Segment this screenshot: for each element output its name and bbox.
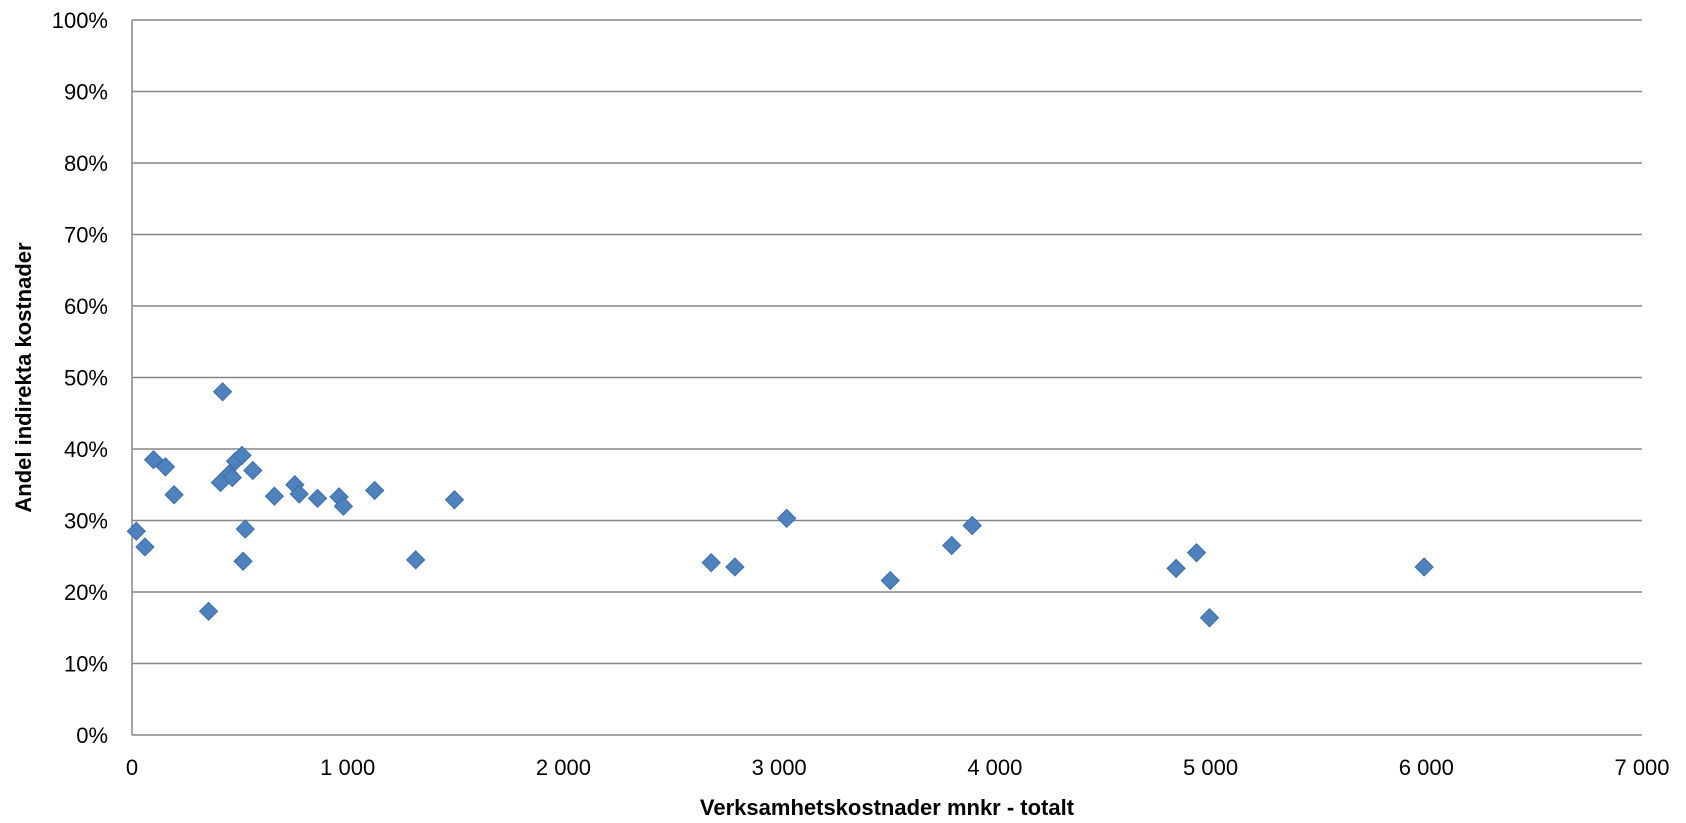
data-point — [942, 535, 962, 556]
y-tick-label: 40% — [64, 437, 108, 462]
data-point — [1199, 608, 1220, 628]
data-point — [289, 484, 309, 504]
data-point — [364, 480, 385, 501]
data-point — [725, 557, 745, 577]
gridlines — [132, 19, 1642, 736]
data-point — [155, 457, 176, 477]
data-point — [776, 508, 797, 529]
data-point — [264, 486, 285, 506]
data-point — [1414, 557, 1434, 577]
x-tick-label: 5 000 — [1183, 755, 1238, 780]
x-tick-label: 6 000 — [1399, 755, 1454, 780]
x-axis-tick-labels: 0 1 000 2 000 3 000 4 000 5 000 6 000 7 000 — [126, 755, 1670, 780]
data-point — [307, 488, 328, 509]
y-tick-label: 100% — [52, 8, 108, 33]
x-tick-label: 0 — [126, 755, 138, 780]
data-point — [701, 552, 721, 573]
x-tick-label: 7 000 — [1614, 755, 1669, 780]
data-point — [233, 551, 253, 571]
data-point — [235, 519, 255, 539]
y-tick-label: 30% — [64, 509, 108, 534]
data-point — [1186, 542, 1207, 563]
data-point — [880, 570, 900, 591]
x-tick-label: 3 000 — [752, 755, 807, 780]
data-points — [126, 382, 1434, 628]
data-point — [212, 382, 233, 402]
x-tick-label: 4 000 — [967, 755, 1022, 780]
data-point — [444, 490, 465, 510]
data-point — [232, 445, 252, 466]
data-point — [243, 460, 263, 481]
data-point — [1166, 558, 1186, 579]
y-axis-title: Andel indirekta kostnader — [11, 242, 36, 513]
data-point — [198, 601, 219, 622]
data-point — [962, 515, 982, 536]
y-tick-label: 0% — [76, 723, 108, 748]
y-tick-label: 20% — [64, 580, 108, 605]
data-point — [126, 521, 147, 541]
y-tick-label: 10% — [64, 652, 108, 677]
data-point — [135, 537, 155, 557]
y-tick-label: 50% — [64, 366, 108, 391]
data-point — [333, 496, 354, 516]
x-tick-label: 1 000 — [320, 755, 375, 780]
data-point — [222, 467, 243, 488]
data-point — [405, 550, 426, 570]
x-axis-title: Verksamhetskostnader mnkr - totalt — [700, 795, 1075, 820]
y-tick-label: 60% — [64, 294, 108, 319]
x-tick-label: 2 000 — [536, 755, 591, 780]
y-tick-label: 80% — [64, 151, 108, 176]
data-point — [164, 485, 184, 505]
data-point — [143, 450, 164, 470]
y-tick-label: 90% — [64, 80, 108, 105]
y-tick-label: 70% — [64, 223, 108, 248]
y-axis-tick-labels: 0% 10% 20% 30% 40% 50% 60% 70% 80% 90% 100% — [52, 8, 108, 748]
